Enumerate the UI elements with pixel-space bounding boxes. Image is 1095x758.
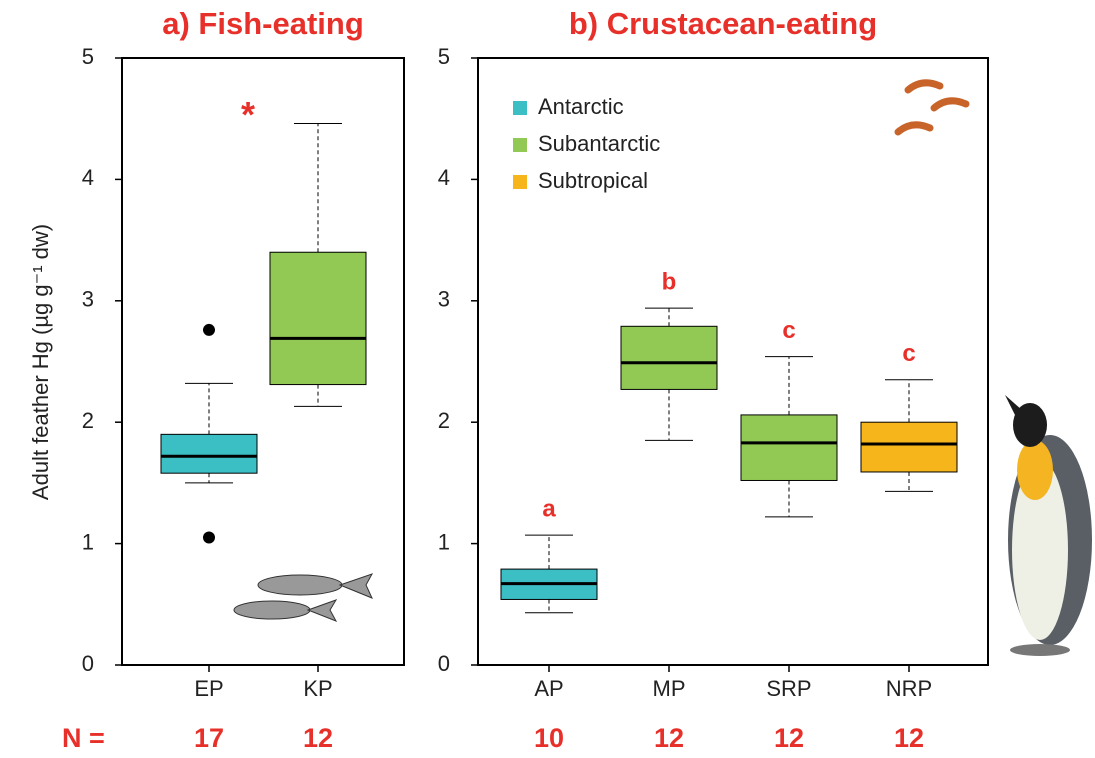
y-tick-label: 1 <box>82 529 94 554</box>
y-tick-label: 2 <box>438 408 450 433</box>
chart-title: b) Crustacean-eating <box>569 6 877 41</box>
x-tick-label: NRP <box>886 676 932 701</box>
y-tick-label: 0 <box>438 651 450 676</box>
x-tick-label: AP <box>534 676 563 701</box>
sample-size: 17 <box>194 723 224 753</box>
fish-icon <box>234 574 372 621</box>
y-tick-label: 4 <box>82 165 94 190</box>
x-tick-label: MP <box>653 676 686 701</box>
sample-size: 10 <box>534 723 564 753</box>
sample-size: 12 <box>774 723 804 753</box>
y-tick-label: 3 <box>82 287 94 312</box>
group-label: c <box>902 340 915 367</box>
y-axis-label: Adult feather Hg (µg g⁻¹ dw) <box>28 224 53 500</box>
shrimp-icon <box>898 83 966 132</box>
box <box>741 415 837 481</box>
legend-label: Antarctic <box>538 94 624 119</box>
y-tick-label: 1 <box>438 529 450 554</box>
outlier <box>203 324 215 336</box>
legend-swatch <box>513 101 527 115</box>
y-tick-label: 0 <box>82 651 94 676</box>
group-label: c <box>782 317 795 344</box>
y-tick-label: 4 <box>438 165 450 190</box>
chart-title: a) Fish-eating <box>162 6 364 41</box>
x-tick-label: EP <box>194 676 223 701</box>
legend-swatch <box>513 138 527 152</box>
y-tick-label: 5 <box>82 44 94 69</box>
sample-size: 12 <box>894 723 924 753</box>
legend-label: Subtropical <box>538 168 648 193</box>
group-label: a <box>542 495 556 522</box>
y-tick-label: 3 <box>438 287 450 312</box>
group-label: * <box>241 94 255 135</box>
sample-size-label: N = <box>62 723 105 753</box>
x-tick-label: KP <box>303 676 332 701</box>
y-tick-label: 5 <box>438 44 450 69</box>
sample-size: 12 <box>654 723 684 753</box>
sample-size: 12 <box>303 723 333 753</box>
figure: a) Fish-eating Adult feather Hg (µg g⁻¹ d… <box>0 0 1095 758</box>
legend-label: Subantarctic <box>538 131 660 156</box>
penguin-icon <box>1005 395 1092 656</box>
x-tick-label: SRP <box>766 676 811 701</box>
y-tick-label: 2 <box>82 408 94 433</box>
outlier <box>203 532 215 544</box>
group-label: b <box>662 268 677 295</box>
box <box>161 434 257 473</box>
legend-swatch <box>513 175 527 189</box>
box <box>861 422 957 472</box>
box <box>621 326 717 389</box>
box <box>270 252 366 384</box>
